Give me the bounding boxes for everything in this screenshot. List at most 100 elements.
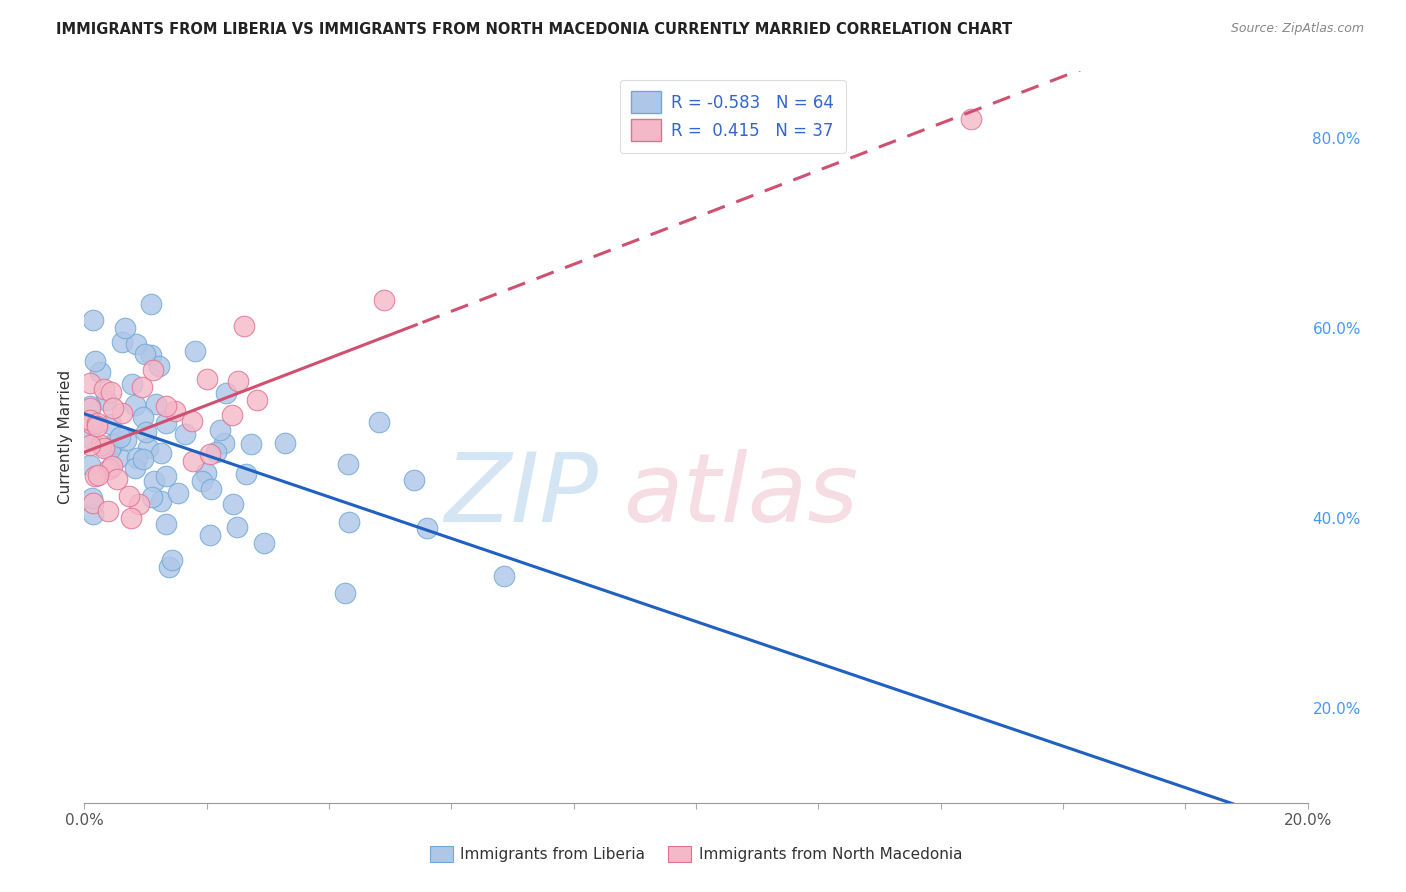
- Point: [181, 454, 204, 468]
- Point: [79, 438, 101, 452]
- Point: [98, 442, 121, 457]
- Point: [132, 452, 155, 467]
- Point: [494, 569, 516, 583]
- Point: [195, 466, 218, 480]
- Point: [107, 450, 129, 465]
- Point: [82, 496, 104, 510]
- Point: [82, 313, 104, 327]
- Point: [82, 507, 104, 521]
- Point: [79, 413, 101, 427]
- Point: [141, 490, 163, 504]
- Point: [84, 354, 107, 368]
- Point: [124, 337, 146, 351]
- Point: [198, 528, 221, 542]
- Point: [149, 494, 172, 508]
- Point: [135, 425, 157, 439]
- Point: [195, 372, 218, 386]
- Point: [200, 447, 222, 461]
- Point: [98, 462, 121, 476]
- Point: [127, 450, 149, 465]
- Text: Source: ZipAtlas.com: Source: ZipAtlas.com: [1230, 22, 1364, 36]
- Point: [79, 376, 101, 390]
- Point: [96, 392, 118, 407]
- Point: [131, 380, 153, 394]
- Point: [97, 504, 120, 518]
- Point: [246, 393, 269, 408]
- Point: [107, 472, 129, 486]
- Point: [108, 430, 131, 444]
- Text: atlas: atlas: [623, 449, 858, 542]
- Point: [82, 417, 104, 432]
- Point: [148, 359, 170, 373]
- Point: [111, 406, 134, 420]
- Point: [404, 473, 426, 487]
- Point: [333, 586, 356, 600]
- Point: [368, 415, 391, 429]
- Point: [184, 344, 207, 359]
- Point: [93, 441, 115, 455]
- Point: [86, 416, 108, 430]
- Point: [155, 399, 177, 413]
- Point: [226, 520, 249, 534]
- Point: [101, 436, 124, 450]
- Point: [128, 497, 150, 511]
- Point: [142, 362, 165, 376]
- Point: [337, 458, 360, 472]
- Point: [163, 403, 186, 417]
- Point: [221, 408, 243, 422]
- Point: [84, 468, 107, 483]
- Legend: Immigrants from Liberia, Immigrants from North Macedonia: Immigrants from Liberia, Immigrants from…: [423, 840, 969, 868]
- Point: [142, 474, 165, 488]
- Text: IMMIGRANTS FROM LIBERIA VS IMMIGRANTS FROM NORTH MACEDONIA CURRENTLY MARRIED COR: IMMIGRANTS FROM LIBERIA VS IMMIGRANTS FR…: [56, 22, 1012, 37]
- Point: [273, 436, 295, 450]
- Point: [174, 426, 197, 441]
- Point: [204, 445, 226, 459]
- Y-axis label: Currently Married: Currently Married: [58, 370, 73, 504]
- Point: [373, 293, 395, 307]
- Text: ZIP: ZIP: [444, 449, 598, 542]
- Point: [80, 491, 103, 505]
- Point: [124, 398, 146, 412]
- Point: [155, 469, 177, 483]
- Point: [145, 397, 167, 411]
- Point: [100, 458, 122, 473]
- Point: [111, 334, 134, 349]
- Point: [167, 486, 190, 500]
- Point: [209, 423, 232, 437]
- Point: [191, 474, 214, 488]
- Point: [136, 442, 159, 456]
- Point: [132, 409, 155, 424]
- Point: [226, 374, 249, 388]
- Point: [120, 511, 142, 525]
- Point: [159, 560, 181, 574]
- Point: [124, 460, 146, 475]
- Point: [233, 319, 256, 334]
- Point: [155, 416, 177, 430]
- Point: [79, 401, 101, 416]
- Point: [79, 431, 101, 445]
- Point: [139, 297, 162, 311]
- Point: [79, 458, 101, 472]
- Point: [222, 497, 245, 511]
- Point: [240, 436, 263, 450]
- Point: [114, 320, 136, 334]
- Point: [155, 517, 177, 532]
- Point: [87, 468, 110, 483]
- Point: [235, 467, 257, 481]
- Point: [139, 348, 162, 362]
- Point: [86, 419, 108, 434]
- Point: [960, 112, 983, 126]
- Point: [416, 521, 439, 535]
- Point: [89, 366, 111, 380]
- Point: [121, 377, 143, 392]
- Point: [337, 516, 360, 530]
- Point: [160, 553, 183, 567]
- Point: [103, 401, 125, 415]
- Point: [200, 482, 222, 496]
- Point: [149, 446, 172, 460]
- Point: [252, 536, 274, 550]
- Point: [181, 414, 204, 428]
- Point: [134, 346, 156, 360]
- Point: [212, 436, 235, 450]
- Point: [79, 399, 101, 413]
